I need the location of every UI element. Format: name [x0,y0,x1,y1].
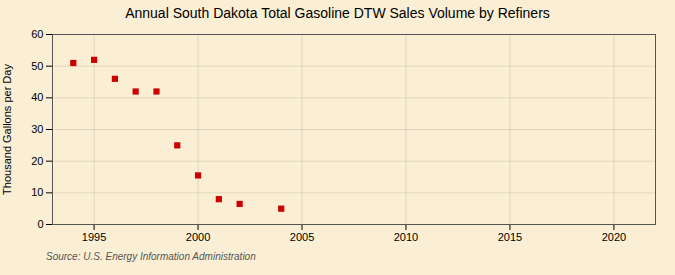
svg-text:30: 30 [31,123,43,135]
svg-text:2000: 2000 [186,231,210,243]
svg-text:40: 40 [31,91,43,103]
svg-text:0: 0 [37,218,43,230]
svg-text:60: 60 [31,28,43,40]
svg-text:2015: 2015 [498,231,522,243]
html-text:Annual South Dakota Total Gaso: Annual South Dakota Total Gasoline DTW S… [125,5,550,21]
svg-text:2005: 2005 [290,231,314,243]
svg-text:2020: 2020 [602,231,626,243]
svg-text:50: 50 [31,60,43,72]
html-text:Source: U.S. Energy Informatio: Source: U.S. Energy Information Administ… [46,251,256,262]
svg-text:10: 10 [31,186,43,198]
svg-text:1995: 1995 [82,231,106,243]
svg-text:Thousand Gallons per Day: Thousand Gallons per Day [1,64,13,195]
svg-text:2010: 2010 [394,231,418,243]
svg-text:20: 20 [31,155,43,167]
